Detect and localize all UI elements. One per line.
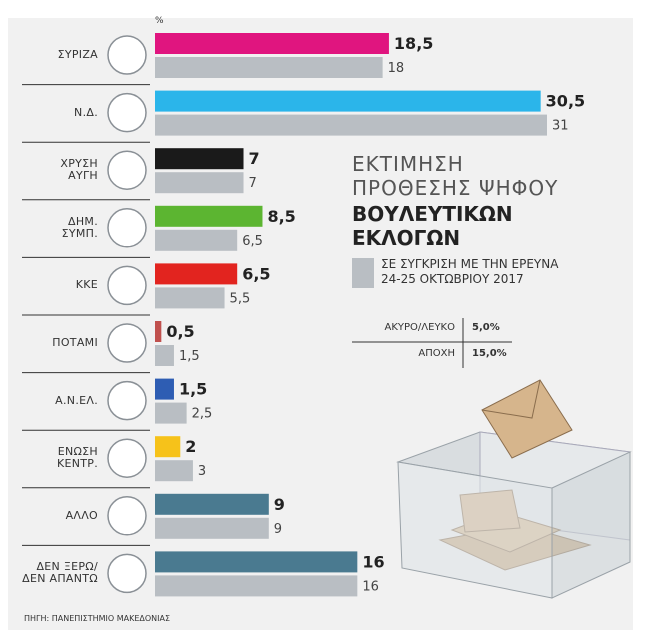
party-logo bbox=[107, 323, 147, 363]
party-logo bbox=[107, 208, 147, 248]
party-logo bbox=[107, 553, 147, 594]
bar bbox=[155, 172, 244, 194]
category-label: ΚΚΕ bbox=[75, 278, 98, 292]
bar bbox=[155, 575, 358, 597]
bar bbox=[155, 460, 193, 482]
value-label: 9 bbox=[274, 495, 285, 514]
value-label: 7 bbox=[249, 176, 257, 191]
chart-title-emphasis: ΒΟΥΛΕΥΤΙΚΩΝ ΕΚΛΟΓΩΝ bbox=[352, 202, 513, 250]
bar bbox=[155, 345, 174, 366]
category-label: Ν.Δ. bbox=[74, 105, 98, 119]
category-label: ΠΟΤΑΜΙ bbox=[52, 336, 98, 349]
table-cell: ΑΠΟΧΗ bbox=[418, 348, 455, 359]
value-label: 8,5 bbox=[267, 207, 295, 226]
bar bbox=[155, 263, 238, 285]
legend-swatch bbox=[352, 258, 374, 288]
bar bbox=[155, 229, 238, 251]
envelope-falling bbox=[481, 379, 573, 459]
party-logo bbox=[107, 92, 147, 133]
table-cell: 15,0% bbox=[472, 348, 507, 359]
value-label: 1,5 bbox=[179, 380, 207, 399]
category-label: ΑΛΛΟ bbox=[65, 508, 98, 522]
bar bbox=[155, 90, 541, 112]
bar bbox=[155, 402, 187, 424]
value-label: 31 bbox=[552, 119, 569, 134]
value-label: 1,5 bbox=[179, 349, 200, 364]
value-label: 9 bbox=[274, 522, 282, 537]
bar bbox=[155, 551, 358, 573]
category-label: ΕΝΩΣΗ ΚΕΝΤΡ. bbox=[56, 445, 98, 471]
bar bbox=[155, 321, 162, 342]
bar bbox=[155, 57, 383, 78]
value-label: 0,5 bbox=[166, 322, 194, 341]
envelope-flap bbox=[481, 379, 541, 419]
party-logo bbox=[107, 35, 147, 75]
source: ΠΗΓΗ: ΠΑΝΕΠΙΣΤΗΜΙΟ ΜΑΚΕΔΟΝΙΑΣ bbox=[24, 614, 171, 623]
table-cell: ΑΚΥΡΟ/ΛΕΥΚΟ bbox=[384, 322, 455, 333]
value-label: 16 bbox=[362, 552, 384, 571]
party-logo bbox=[107, 496, 147, 536]
category-label: ΔΕΝ ΞΕΡΩ/ ΔΕΝ ΑΠΑΝΤΩ bbox=[22, 560, 98, 586]
bar bbox=[155, 378, 174, 400]
value-label: 16 bbox=[362, 579, 379, 594]
value-label: 7 bbox=[249, 149, 260, 168]
box-side bbox=[551, 451, 631, 599]
value-label: 18 bbox=[388, 61, 405, 76]
party-logo bbox=[107, 438, 147, 478]
value-label: 6,5 bbox=[242, 264, 270, 283]
category-label: Α.Ν.ΕΛ. bbox=[55, 393, 98, 407]
legend-label: ΣΕ ΣΥΓΚΡΙΣΗ ΜΕ ΤΗΝ ΕΡΕΥΝΑ 24-25 ΟΚΤΩΒΡΙΟ… bbox=[381, 257, 559, 286]
value-label: 2,5 bbox=[192, 407, 213, 422]
bar bbox=[155, 148, 244, 170]
bar bbox=[155, 493, 269, 515]
value-label: 6,5 bbox=[242, 234, 263, 249]
value-label: 5,5 bbox=[230, 291, 251, 306]
unit-label: % bbox=[155, 16, 164, 26]
bar bbox=[155, 436, 181, 458]
bar bbox=[155, 205, 263, 227]
table-cell: 5,0% bbox=[472, 322, 500, 333]
ballot-box bbox=[396, 379, 632, 599]
chart-title: ΕΚΤΙΜΗΣΗ ΠΡΟΘΕΣΗΣ ΨΗΦΟΥ bbox=[352, 152, 559, 200]
party-logo bbox=[107, 380, 147, 421]
bar bbox=[155, 33, 389, 54]
category-label: ΣΥΡΙΖΑ bbox=[57, 48, 98, 61]
value-label: 3 bbox=[198, 464, 206, 479]
value-label: 30,5 bbox=[546, 92, 585, 111]
value-label: 2 bbox=[185, 437, 196, 456]
bar bbox=[155, 114, 547, 136]
bar bbox=[155, 517, 269, 539]
bar bbox=[155, 287, 225, 309]
party-logo bbox=[107, 150, 147, 190]
value-label: 18,5 bbox=[394, 34, 433, 53]
category-label: ΧΡΥΣΗ ΑΥΓΗ bbox=[60, 157, 98, 183]
category-label: ΔΗΜ. ΣΥΜΠ. bbox=[61, 214, 98, 240]
party-logo bbox=[107, 265, 147, 306]
